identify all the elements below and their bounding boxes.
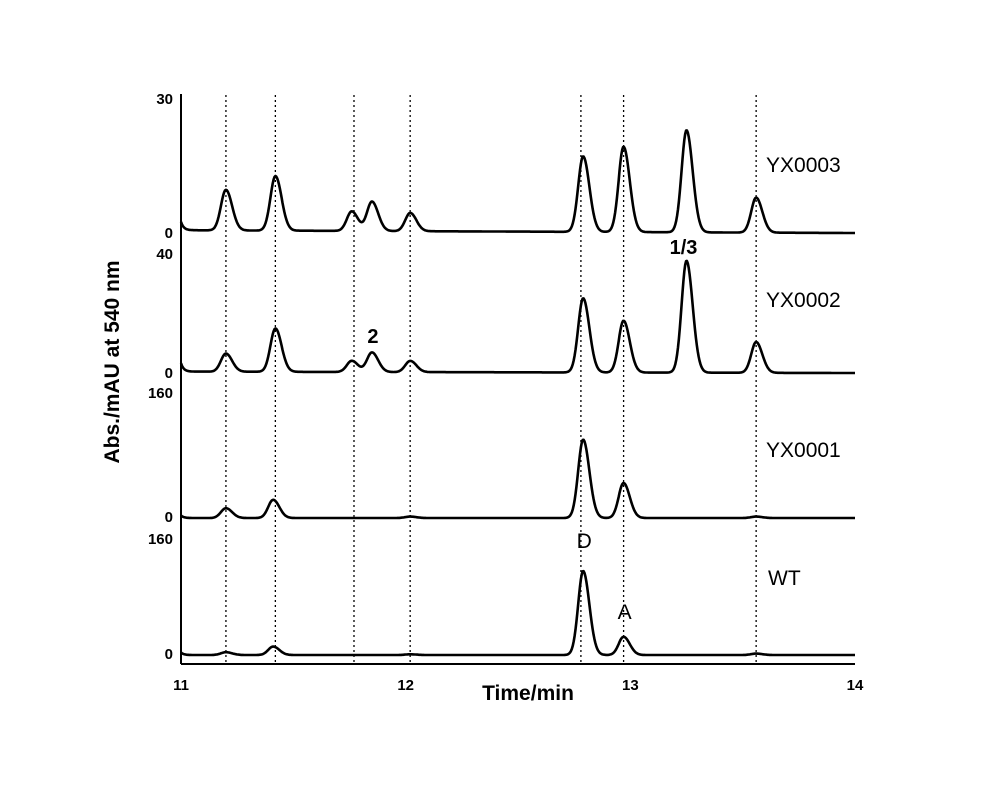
x-tick-label-12: 12 [397,677,414,694]
chromatogram-traces [179,129,856,657]
y-min-label-yx0003: 0 [165,225,173,242]
y-max-label-yx0001: 160 [148,385,173,402]
axes [180,94,855,665]
series-label-yx0002: YX0002 [766,289,841,312]
x-tick-label-11: 11 [173,677,189,694]
y-min-label-wt: 0 [165,646,173,663]
peak-annotation-1: 2 [367,326,378,348]
y-tick-labels: 0 30 0 40 0 160 0 160 [148,91,173,663]
y-max-label-yx0003: 30 [156,91,173,108]
peak-annotation-4: A [618,601,632,624]
trace-wt [180,569,856,657]
x-tick-label-13: 13 [622,677,639,694]
peak-annotations: 2 1/3 D A [367,237,697,624]
y-max-label-yx0002: 40 [156,246,173,263]
trace-yx0001 [180,438,856,520]
y-axis-title: Abs./mAU at 540 nm [101,260,124,463]
trace-yx0003 [179,129,856,235]
peak-annotation-2: 1/3 [670,237,698,259]
y-max-label-wt: 160 [148,531,173,548]
series-label-wt: WT [768,567,801,590]
y-min-label-yx0002: 0 [165,365,173,382]
series-labels: YX0003 YX0002 YX0001 WT [766,154,841,590]
x-axis-title: Time/min [482,682,574,705]
x-tick-labels: 11 12 13 14 [173,677,864,694]
reference-lines [225,95,757,662]
series-label-yx0003: YX0003 [766,154,841,177]
series-label-yx0001: YX0001 [766,439,841,462]
x-tick-label-14: 14 [847,677,864,694]
y-min-label-yx0001: 0 [165,509,173,526]
trace-yx0002 [179,259,856,375]
peak-annotation-3: D [577,530,592,553]
